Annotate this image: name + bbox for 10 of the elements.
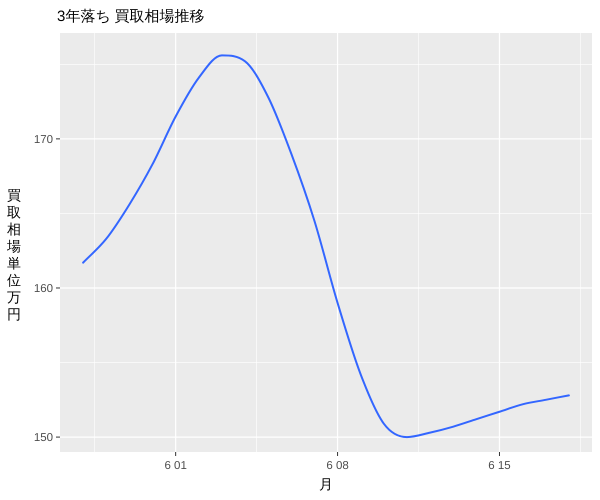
x-tick-label: 6 01: [164, 460, 187, 472]
y-tick-label: 160: [34, 282, 53, 295]
y-tick-label: 150: [34, 432, 53, 444]
x-axis-title: 月: [319, 476, 333, 492]
chart-title: 3年落ち 買取相場推移: [57, 8, 205, 25]
y-tick-label: 170: [34, 134, 53, 146]
x-tick-label: 6 08: [326, 460, 349, 472]
y-axis-title: 買取相場単位万円: [6, 187, 21, 322]
line-series: [82, 54, 570, 438]
x-tick-label: 6 15: [488, 460, 511, 472]
